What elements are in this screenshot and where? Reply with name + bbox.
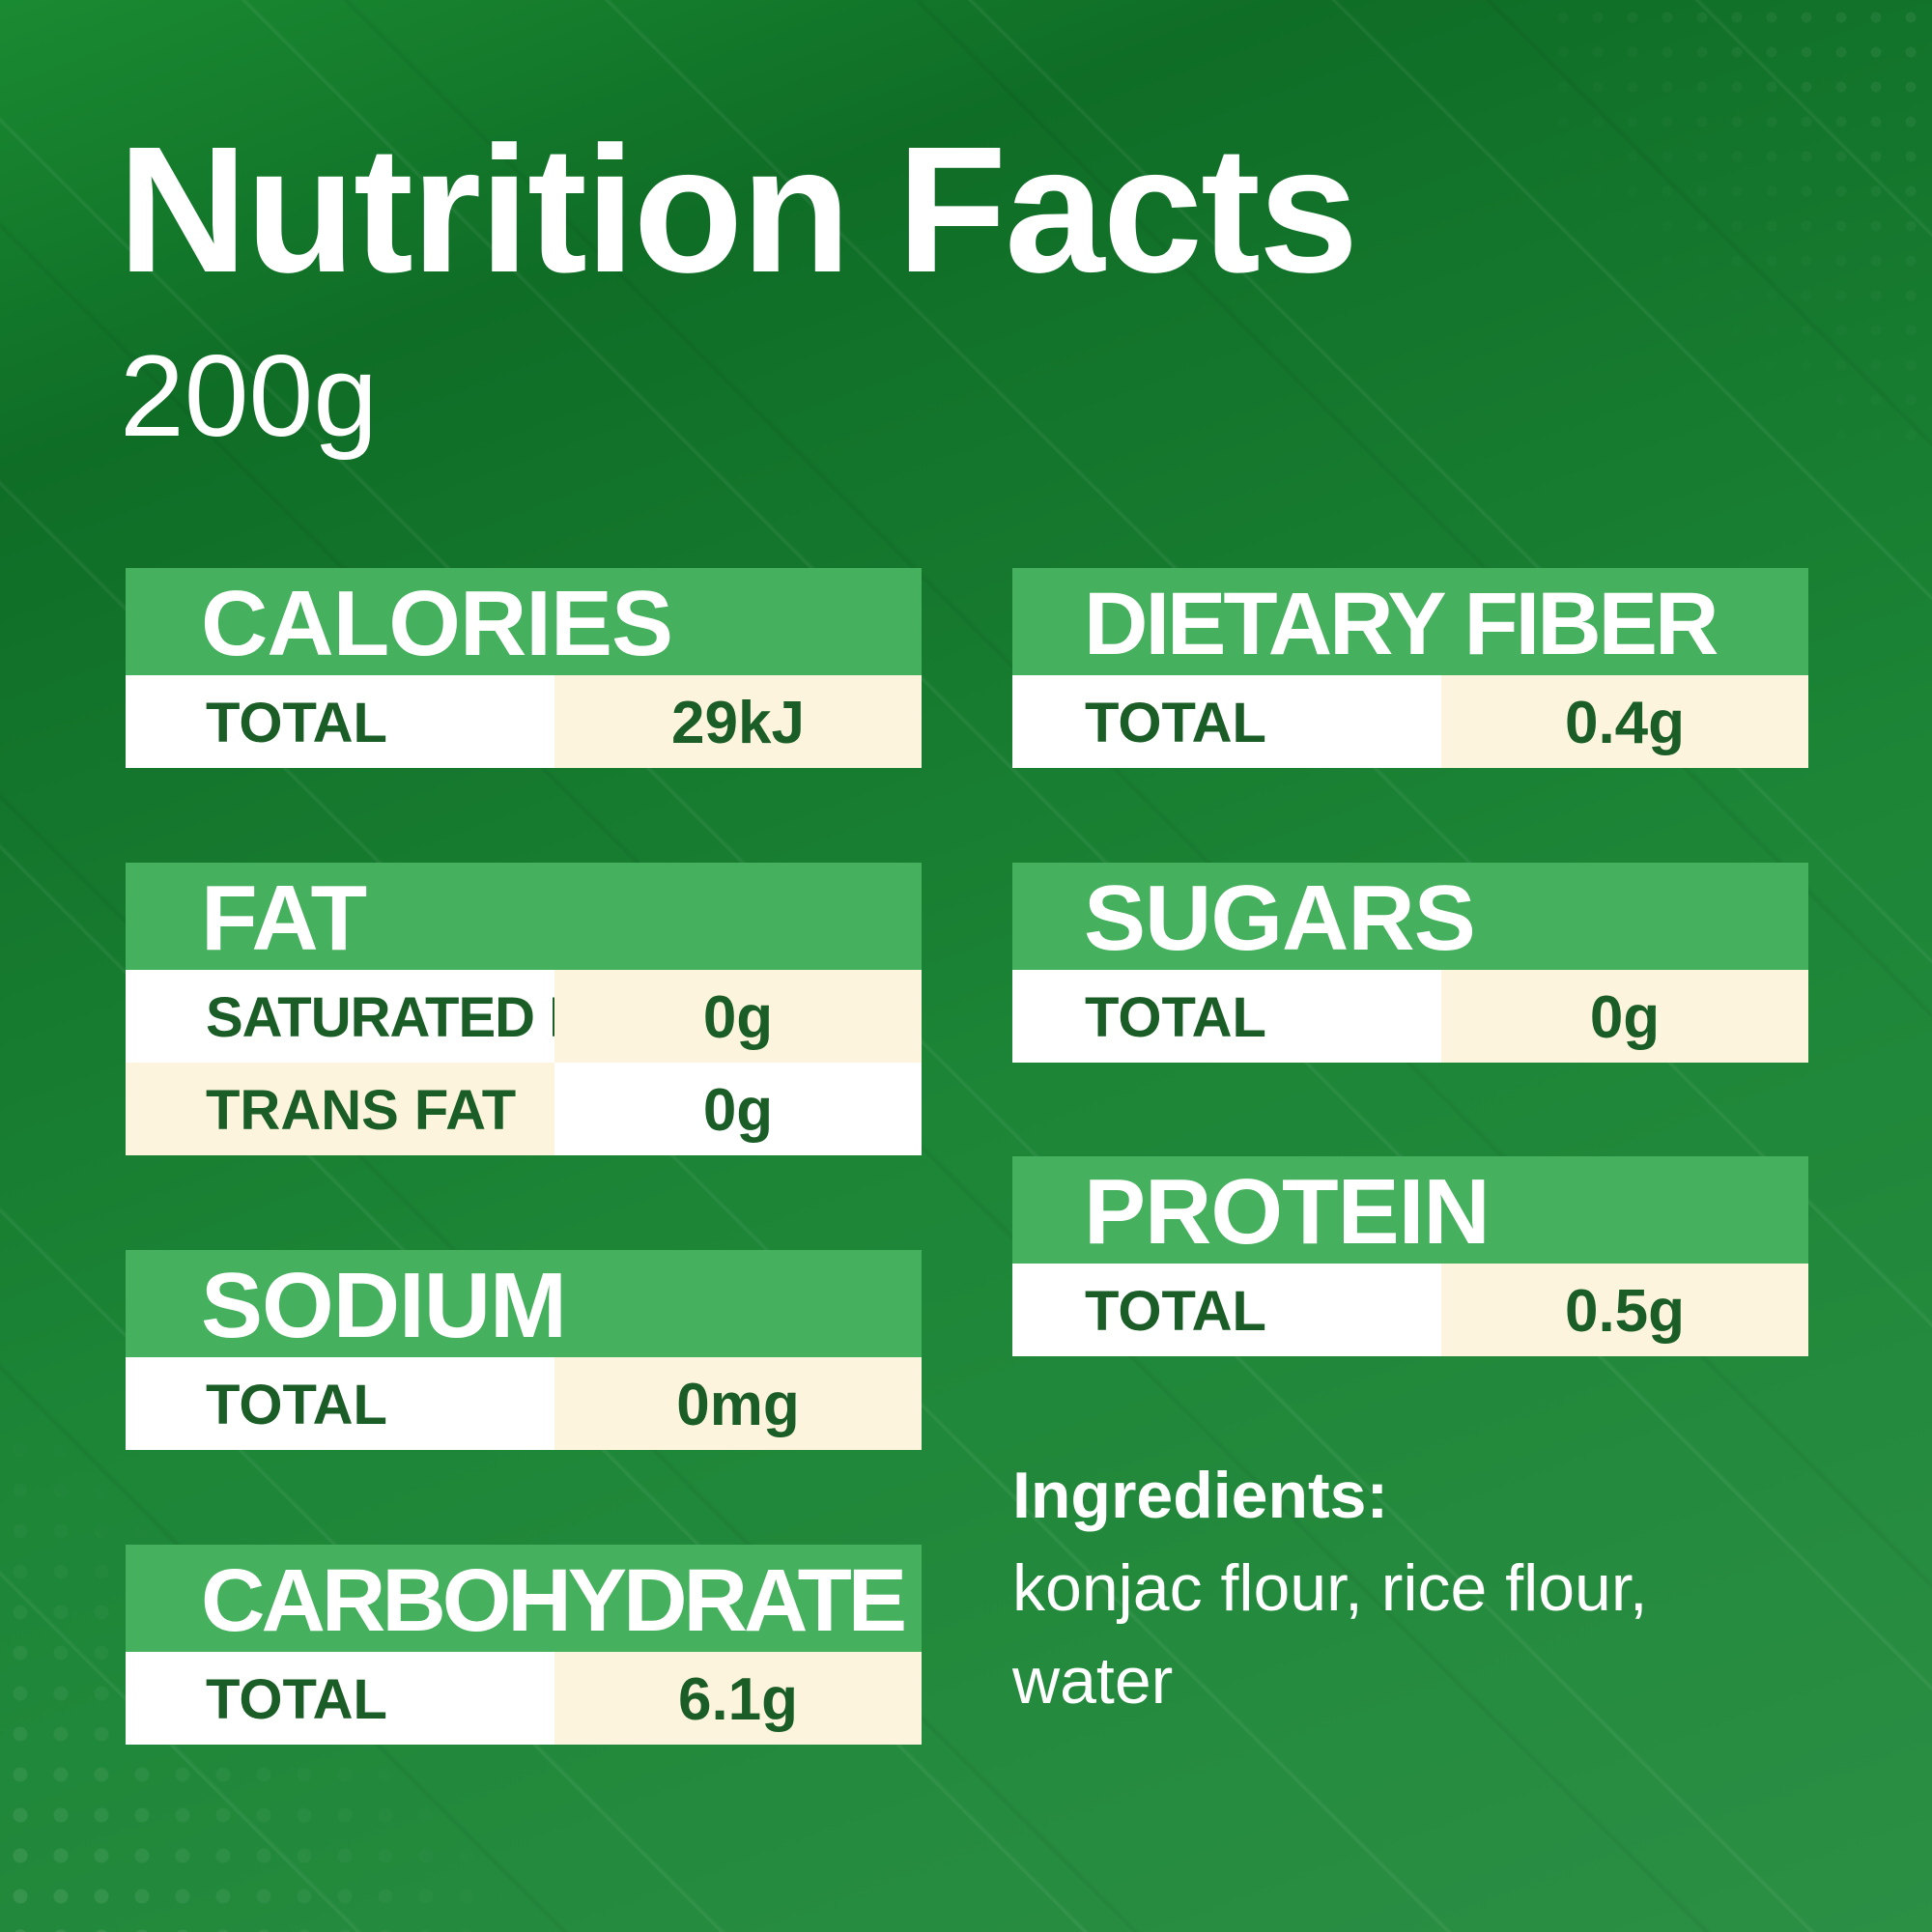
fat-row-trans: TRANS FAT 0g xyxy=(126,1063,922,1155)
ingredients-block: Ingredients: konjac flour, rice flour, w… xyxy=(1012,1449,1862,1727)
calories-row-total: TOTAL 29kJ xyxy=(126,675,922,768)
row-value: 0mg xyxy=(554,1357,922,1450)
sugars-card: SUGARS TOTAL 0g xyxy=(1012,863,1808,1063)
row-value: 29kJ xyxy=(554,675,922,768)
calories-card: CALORIES TOTAL 29kJ xyxy=(126,568,922,768)
row-label: TOTAL xyxy=(126,1357,554,1450)
fat-row-saturated: SATURATED FAT 0g xyxy=(126,970,922,1063)
carbohydrate-row-total: TOTAL 6.1g xyxy=(126,1652,922,1745)
row-label: TOTAL xyxy=(1012,970,1441,1063)
dietary-fiber-heading: DIETARY FIBER xyxy=(1084,575,1719,673)
protein-card: PROTEIN TOTAL 0.5g xyxy=(1012,1156,1808,1356)
row-value: 6.1g xyxy=(554,1652,922,1745)
protein-row-total: TOTAL 0.5g xyxy=(1012,1264,1808,1356)
sugars-row-total: TOTAL 0g xyxy=(1012,970,1808,1063)
dietary-fiber-card: DIETARY FIBER TOTAL 0.4g xyxy=(1012,568,1808,768)
sodium-heading: SODIUM xyxy=(201,1254,567,1357)
page-title: Nutrition Facts xyxy=(118,110,1358,310)
row-value: 0g xyxy=(1441,970,1808,1063)
sodium-card: SODIUM TOTAL 0mg xyxy=(126,1250,922,1450)
calories-heading: CALORIES xyxy=(201,572,673,675)
row-label: TOTAL xyxy=(126,1652,554,1745)
sodium-row-total: TOTAL 0mg xyxy=(126,1357,922,1450)
row-label: TOTAL xyxy=(1012,675,1441,768)
sugars-heading: SUGARS xyxy=(1084,867,1476,970)
dietary-fiber-row-total: TOTAL 0.4g xyxy=(1012,675,1808,768)
ingredients-heading: Ingredients: xyxy=(1012,1459,1389,1532)
protein-heading: PROTEIN xyxy=(1084,1160,1491,1264)
row-value: 0.4g xyxy=(1441,675,1808,768)
row-label: TRANS FAT xyxy=(126,1063,554,1155)
background-dot-pattern-right xyxy=(1546,0,1932,464)
row-value: 0.5g xyxy=(1441,1264,1808,1356)
row-label: SATURATED FAT xyxy=(126,970,554,1063)
ingredients-line-2: water xyxy=(1012,1644,1174,1718)
ingredients-line-1: konjac flour, rice flour, xyxy=(1012,1551,1648,1625)
serving-size: 200g xyxy=(120,331,378,461)
row-label: TOTAL xyxy=(126,675,554,768)
carbohydrate-card: CARBOHYDRATE TOTAL 6.1g xyxy=(126,1545,922,1745)
row-label: TOTAL xyxy=(1012,1264,1441,1356)
fat-card: FAT SATURATED FAT 0g TRANS FAT 0g xyxy=(126,863,922,1155)
fat-heading: FAT xyxy=(201,867,367,970)
row-value: 0g xyxy=(554,970,922,1063)
carbohydrate-heading: CARBOHYDRATE xyxy=(201,1551,907,1650)
row-value: 0g xyxy=(554,1063,922,1155)
